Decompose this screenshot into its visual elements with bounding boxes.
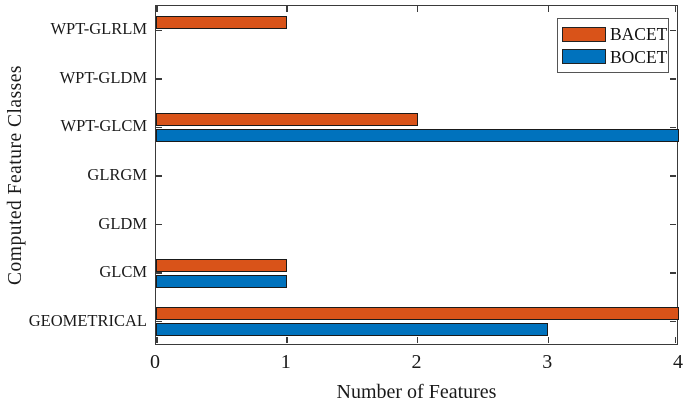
y-tick-mark: [670, 320, 676, 323]
y-tick-mark: [670, 223, 676, 226]
y-tick-mark: [670, 175, 676, 177]
category-label-glrgm: GLRGM: [87, 165, 147, 184]
category-label-wpt-glrlm: WPT-GLRLM: [50, 19, 147, 39]
bar-bacet-glcm: [156, 258, 287, 272]
category-label-glcm: GLCM: [99, 262, 147, 282]
category-label-wpt-glcm: WPT-GLCM: [60, 116, 147, 136]
legend-label-bocet: BOCET: [610, 46, 668, 67]
x-tick-mark: [547, 337, 549, 343]
y-tick-mark: [670, 29, 676, 32]
x-tick-mark: [674, 337, 676, 343]
x-tick-mark: [416, 6, 419, 12]
category-label-wpt-gldm: WPT-GLDM: [59, 67, 147, 87]
x-tick-mark: [547, 6, 549, 12]
y-tick-mark: [156, 272, 162, 274]
x-tick-label-2: 2: [411, 351, 422, 373]
category-label-gldm: GLDM: [98, 213, 147, 233]
x-axis-label: Number of Features: [336, 381, 497, 403]
legend-item-bacet: BACET: [562, 24, 668, 45]
legend-label-bacet: BACET: [610, 24, 668, 45]
x-tick-mark: [286, 6, 288, 12]
x-tick-mark: [416, 337, 419, 343]
y-tick-mark: [156, 78, 162, 80]
x-tick-mark: [156, 6, 158, 12]
x-tick-mark: [674, 6, 676, 12]
x-tick-label-3: 3: [542, 351, 553, 373]
legend-item-bocet: BOCET: [562, 46, 668, 67]
bar-bacet-wpt-glrlm: [156, 15, 287, 29]
bar-bocet-glcm: [156, 274, 287, 288]
y-tick-mark: [670, 78, 676, 80]
x-tick-label-1: 1: [280, 351, 291, 373]
bar-bocet-geometrical: [156, 323, 549, 337]
y-tick-mark: [156, 223, 162, 226]
x-tick-mark: [156, 337, 158, 343]
bar-bacet-geometrical: [156, 307, 679, 321]
bocet-color-swatch: [562, 49, 606, 65]
category-label-geometrical: GEOMETRICAL: [28, 310, 147, 330]
legend: BACET BOCET: [557, 18, 669, 73]
x-tick-label-4: 4: [673, 351, 683, 373]
y-tick-mark: [670, 126, 676, 129]
bacet-color-swatch: [562, 26, 606, 42]
y-tick-mark: [156, 320, 162, 323]
y-tick-mark: [670, 272, 676, 274]
y-tick-mark: [156, 175, 162, 177]
x-tick-label-0: 0: [150, 351, 160, 373]
y-tick-mark: [156, 126, 162, 129]
bar-bocet-wpt-glcm: [156, 128, 679, 142]
y-tick-mark: [156, 29, 162, 32]
bar-bacet-wpt-glcm: [156, 112, 418, 126]
x-tick-mark: [286, 337, 288, 343]
